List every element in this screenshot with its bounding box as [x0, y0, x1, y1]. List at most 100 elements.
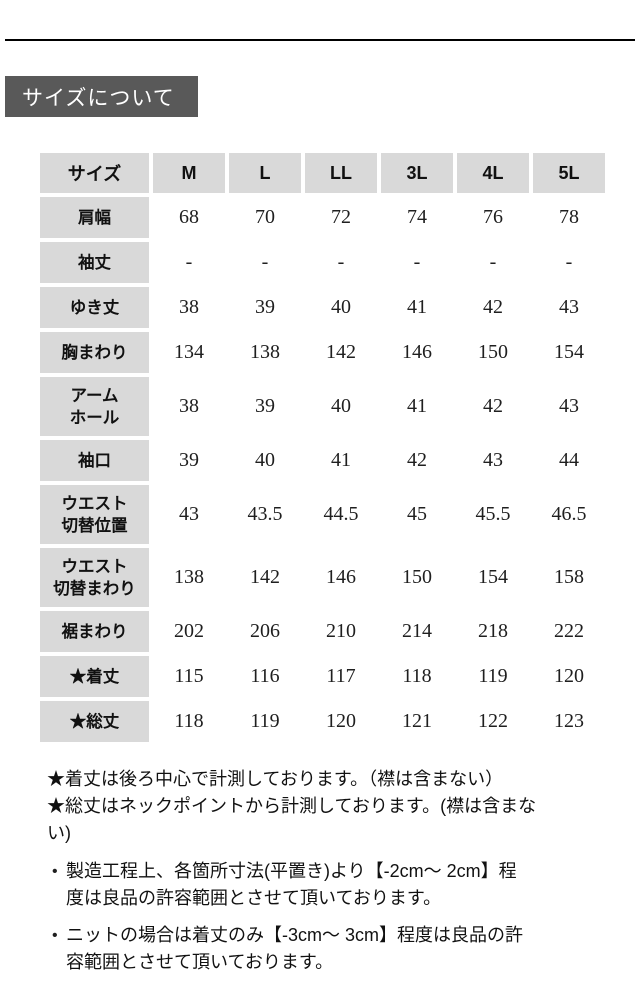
measurement-value-cell: 39: [229, 377, 301, 436]
measurement-value-cell: 122: [457, 701, 529, 742]
size-table-corner-header: サイズ: [40, 153, 149, 193]
size-table-row: ウエスト 切替まわり 138 142 146 150 154 158: [40, 548, 605, 607]
measurement-value-cell: 142: [305, 332, 377, 373]
measurement-value-cell: 146: [381, 332, 453, 373]
measurement-row-label: ★総丈: [40, 701, 149, 742]
measurement-value-cell: 210: [305, 611, 377, 652]
measurement-value-cell: 76: [457, 197, 529, 238]
measurement-value-cell: 138: [153, 548, 225, 607]
size-table-row: アーム ホール 38 39 40 41 42 43: [40, 377, 605, 436]
measurement-value-cell: -: [305, 242, 377, 283]
measurement-row-label: アーム ホール: [40, 377, 149, 436]
measurement-value-cell: 74: [381, 197, 453, 238]
measurement-value-cell: 43: [533, 377, 605, 436]
size-table-row: ウエスト 切替位置 43 43.5 44.5 45 45.5 46.5: [40, 485, 605, 544]
measurement-value-cell: 154: [457, 548, 529, 607]
measurement-value-cell: 70: [229, 197, 301, 238]
measurement-value-cell: 146: [305, 548, 377, 607]
measurement-value-cell: 38: [153, 287, 225, 328]
measurement-value-cell: 117: [305, 656, 377, 697]
size-column-header: M: [153, 153, 225, 193]
measurement-value-cell: 119: [457, 656, 529, 697]
top-divider: [5, 39, 635, 41]
measurement-row-label: 袖口: [40, 440, 149, 481]
measurement-value-cell: 72: [305, 197, 377, 238]
measurement-value-cell: 68: [153, 197, 225, 238]
measurement-value-cell: 222: [533, 611, 605, 652]
measurement-value-cell: 44.5: [305, 485, 377, 544]
measurement-value-cell: 43: [153, 485, 225, 544]
measurement-value-cell: 202: [153, 611, 225, 652]
measurement-value-cell: 39: [229, 287, 301, 328]
measurement-row-label: ゆき丈: [40, 287, 149, 328]
tolerance-note-list-2: • ニットの場合は着丈のみ【-3cm～ 3cm】程度は良品の許 容範囲とさせて頂…: [52, 922, 618, 976]
measurement-value-cell: 40: [229, 440, 301, 481]
measurement-value-cell: 150: [457, 332, 529, 373]
note-garment-length: ★着丈は後ろ中心で計測しております。（襟は含まない）: [47, 769, 504, 789]
measurement-value-cell: 78: [533, 197, 605, 238]
measurement-value-cell: 121: [381, 701, 453, 742]
section-title: サイズについて: [5, 76, 198, 117]
size-table-row: ★着丈 115 116 117 118 119 120: [40, 656, 605, 697]
measurement-value-cell: 38: [153, 377, 225, 436]
measurement-row-label: ★着丈: [40, 656, 149, 697]
size-table-header: サイズ M L LL 3L 4L 5L: [40, 153, 605, 193]
measurement-value-cell: 42: [457, 377, 529, 436]
size-table-row: 裾まわり 202 206 210 214 218 222: [40, 611, 605, 652]
measurement-row-label: 袖丈: [40, 242, 149, 283]
size-column-header: 4L: [457, 153, 529, 193]
measurement-value-cell: -: [381, 242, 453, 283]
size-table-row: 袖丈 - - - - - -: [40, 242, 605, 283]
measurement-value-cell: -: [457, 242, 529, 283]
measurement-value-cell: 115: [153, 656, 225, 697]
note-total-length: ★総丈はネックポイントから計測しております。(襟は含まな い): [47, 796, 537, 843]
measurement-value-cell: 43: [457, 440, 529, 481]
size-table-header-row: サイズ M L LL 3L 4L 5L: [40, 153, 605, 193]
size-table-row: 袖口 39 40 41 42 43 44: [40, 440, 605, 481]
measurement-value-cell: 119: [229, 701, 301, 742]
measurement-value-cell: 46.5: [533, 485, 605, 544]
measurement-value-cell: 43: [533, 287, 605, 328]
measurement-value-cell: 120: [533, 656, 605, 697]
measurement-value-cell: 120: [305, 701, 377, 742]
section-title-label: サイズについて: [22, 86, 175, 110]
measurement-row-label: 裾まわり: [40, 611, 149, 652]
tolerance-note-general: 製造工程上、各箇所寸法(平置き)より【-2cm～ 2cm】程 度は良品の許容範囲…: [66, 861, 517, 908]
measurement-notes: ★着丈は後ろ中心で計測しております。（襟は含まない） ★総丈はネックポイントから…: [47, 766, 622, 847]
measurement-value-cell: 150: [381, 548, 453, 607]
measurement-value-cell: -: [229, 242, 301, 283]
measurement-value-cell: 40: [305, 287, 377, 328]
measurement-value-cell: 41: [305, 440, 377, 481]
measurement-value-cell: 41: [381, 377, 453, 436]
measurement-value-cell: 42: [381, 440, 453, 481]
measurement-value-cell: 42: [457, 287, 529, 328]
measurement-value-cell: 44: [533, 440, 605, 481]
size-column-header: L: [229, 153, 301, 193]
size-column-header: 3L: [381, 153, 453, 193]
list-item: • 製造工程上、各箇所寸法(平置き)より【-2cm～ 2cm】程 度は良品の許容…: [52, 858, 618, 912]
measurement-row-label: 肩幅: [40, 197, 149, 238]
measurement-value-cell: 40: [305, 377, 377, 436]
tolerance-note-list-1: • 製造工程上、各箇所寸法(平置き)より【-2cm～ 2cm】程 度は良品の許容…: [52, 858, 618, 912]
size-table-body: 肩幅 68 70 72 74 76 78 袖丈 - - - - - - ゆき丈 38 39 40 41 42 43 胸まわ…: [40, 197, 605, 742]
size-table-row: ★総丈 118 119 120 121 122 123: [40, 701, 605, 742]
measurement-row-label: 胸まわり: [40, 332, 149, 373]
size-table-row: ゆき丈 38 39 40 41 42 43: [40, 287, 605, 328]
bullet-icon: •: [52, 863, 58, 880]
measurement-value-cell: 154: [533, 332, 605, 373]
measurement-value-cell: 206: [229, 611, 301, 652]
size-table-row: 肩幅 68 70 72 74 76 78: [40, 197, 605, 238]
measurement-value-cell: 116: [229, 656, 301, 697]
tolerance-note-knit: ニットの場合は着丈のみ【-3cm～ 3cm】程度は良品の許 容範囲とさせて頂いて…: [66, 925, 524, 972]
measurement-value-cell: 142: [229, 548, 301, 607]
measurement-value-cell: 134: [153, 332, 225, 373]
measurement-value-cell: 45: [381, 485, 453, 544]
measurement-value-cell: -: [153, 242, 225, 283]
size-table-row: 胸まわり 134 138 142 146 150 154: [40, 332, 605, 373]
measurement-value-cell: 138: [229, 332, 301, 373]
measurement-row-label: ウエスト 切替位置: [40, 485, 149, 544]
list-item: • ニットの場合は着丈のみ【-3cm～ 3cm】程度は良品の許 容範囲とさせて頂…: [52, 922, 618, 976]
measurement-value-cell: 39: [153, 440, 225, 481]
measurement-value-cell: 158: [533, 548, 605, 607]
